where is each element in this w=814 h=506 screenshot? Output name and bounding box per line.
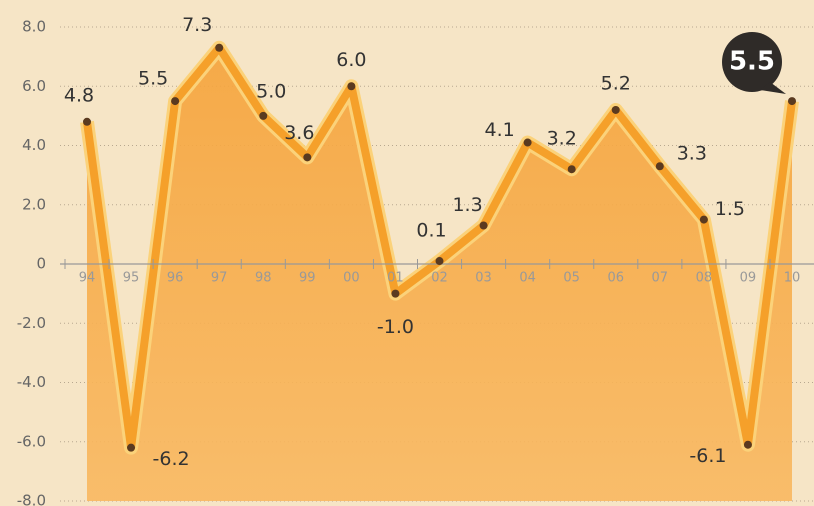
point	[391, 289, 400, 298]
x-tick-label: 00	[343, 271, 360, 286]
value-label: 1.5	[715, 198, 745, 220]
x-tick-label: 04	[519, 271, 536, 286]
point	[743, 440, 752, 449]
point	[435, 257, 444, 266]
x-tick-label: 99	[299, 271, 316, 286]
x-tick-label: 09	[740, 271, 757, 286]
value-label: 5.2	[601, 72, 631, 94]
point	[83, 117, 91, 126]
value-label: 3.3	[677, 143, 707, 165]
x-tick-label: 02	[431, 271, 448, 286]
y-tick-label: 8.0	[22, 18, 46, 36]
value-label: 3.6	[284, 122, 314, 144]
y-tick-label: -6.0	[17, 432, 46, 450]
point	[699, 215, 708, 224]
y-tick-label: -8.0	[17, 492, 46, 506]
x-tick-label: 03	[475, 271, 492, 286]
point	[215, 43, 224, 52]
point	[788, 97, 796, 106]
value-label: 0.1	[416, 220, 446, 242]
value-label: 6.0	[336, 49, 366, 71]
point	[259, 111, 268, 120]
area	[87, 47, 792, 502]
x-tick-label: 01	[387, 271, 404, 286]
y-tick-label: -4.0	[17, 373, 46, 391]
point	[611, 105, 620, 114]
y-tick-label: 0	[36, 255, 46, 273]
y-tick-label: 2.0	[22, 195, 46, 213]
y-tick-label: 4.0	[22, 136, 46, 154]
point	[655, 162, 664, 171]
point	[303, 153, 312, 162]
value-label: 1.3	[452, 194, 482, 216]
y-tick-label: -2.0	[17, 314, 46, 332]
x-tick-label: 08	[696, 271, 713, 286]
x-tick-label: 10	[784, 271, 801, 286]
value-label: -6.1	[689, 445, 726, 467]
point	[479, 221, 488, 230]
value-label: 3.2	[547, 128, 577, 150]
x-tick-label: 97	[211, 271, 228, 286]
value-label: -1.0	[377, 316, 414, 338]
x-tick-label: 07	[652, 271, 669, 286]
point	[171, 97, 180, 106]
x-tick-label: 98	[255, 271, 272, 286]
x-tick-label: 94	[79, 271, 96, 286]
x-tick-label: 06	[607, 271, 624, 286]
x-tick-label: 05	[563, 271, 580, 286]
value-label: 5.0	[256, 80, 286, 102]
value-label: 7.3	[182, 14, 212, 36]
value-label: 4.1	[485, 119, 515, 141]
point	[567, 165, 576, 174]
value-label: 5.5	[729, 47, 775, 77]
callout-tail	[760, 82, 786, 94]
y-tick-label: 6.0	[22, 77, 46, 95]
x-tick-label: 96	[167, 271, 184, 286]
point	[523, 138, 532, 147]
value-label: 5.5	[138, 68, 168, 90]
value-label: 4.8	[64, 84, 94, 106]
point	[127, 443, 136, 452]
callout-bubble	[722, 32, 782, 92]
point	[347, 82, 356, 91]
x-tick-label: 95	[123, 271, 140, 286]
value-label: -6.2	[153, 448, 190, 470]
